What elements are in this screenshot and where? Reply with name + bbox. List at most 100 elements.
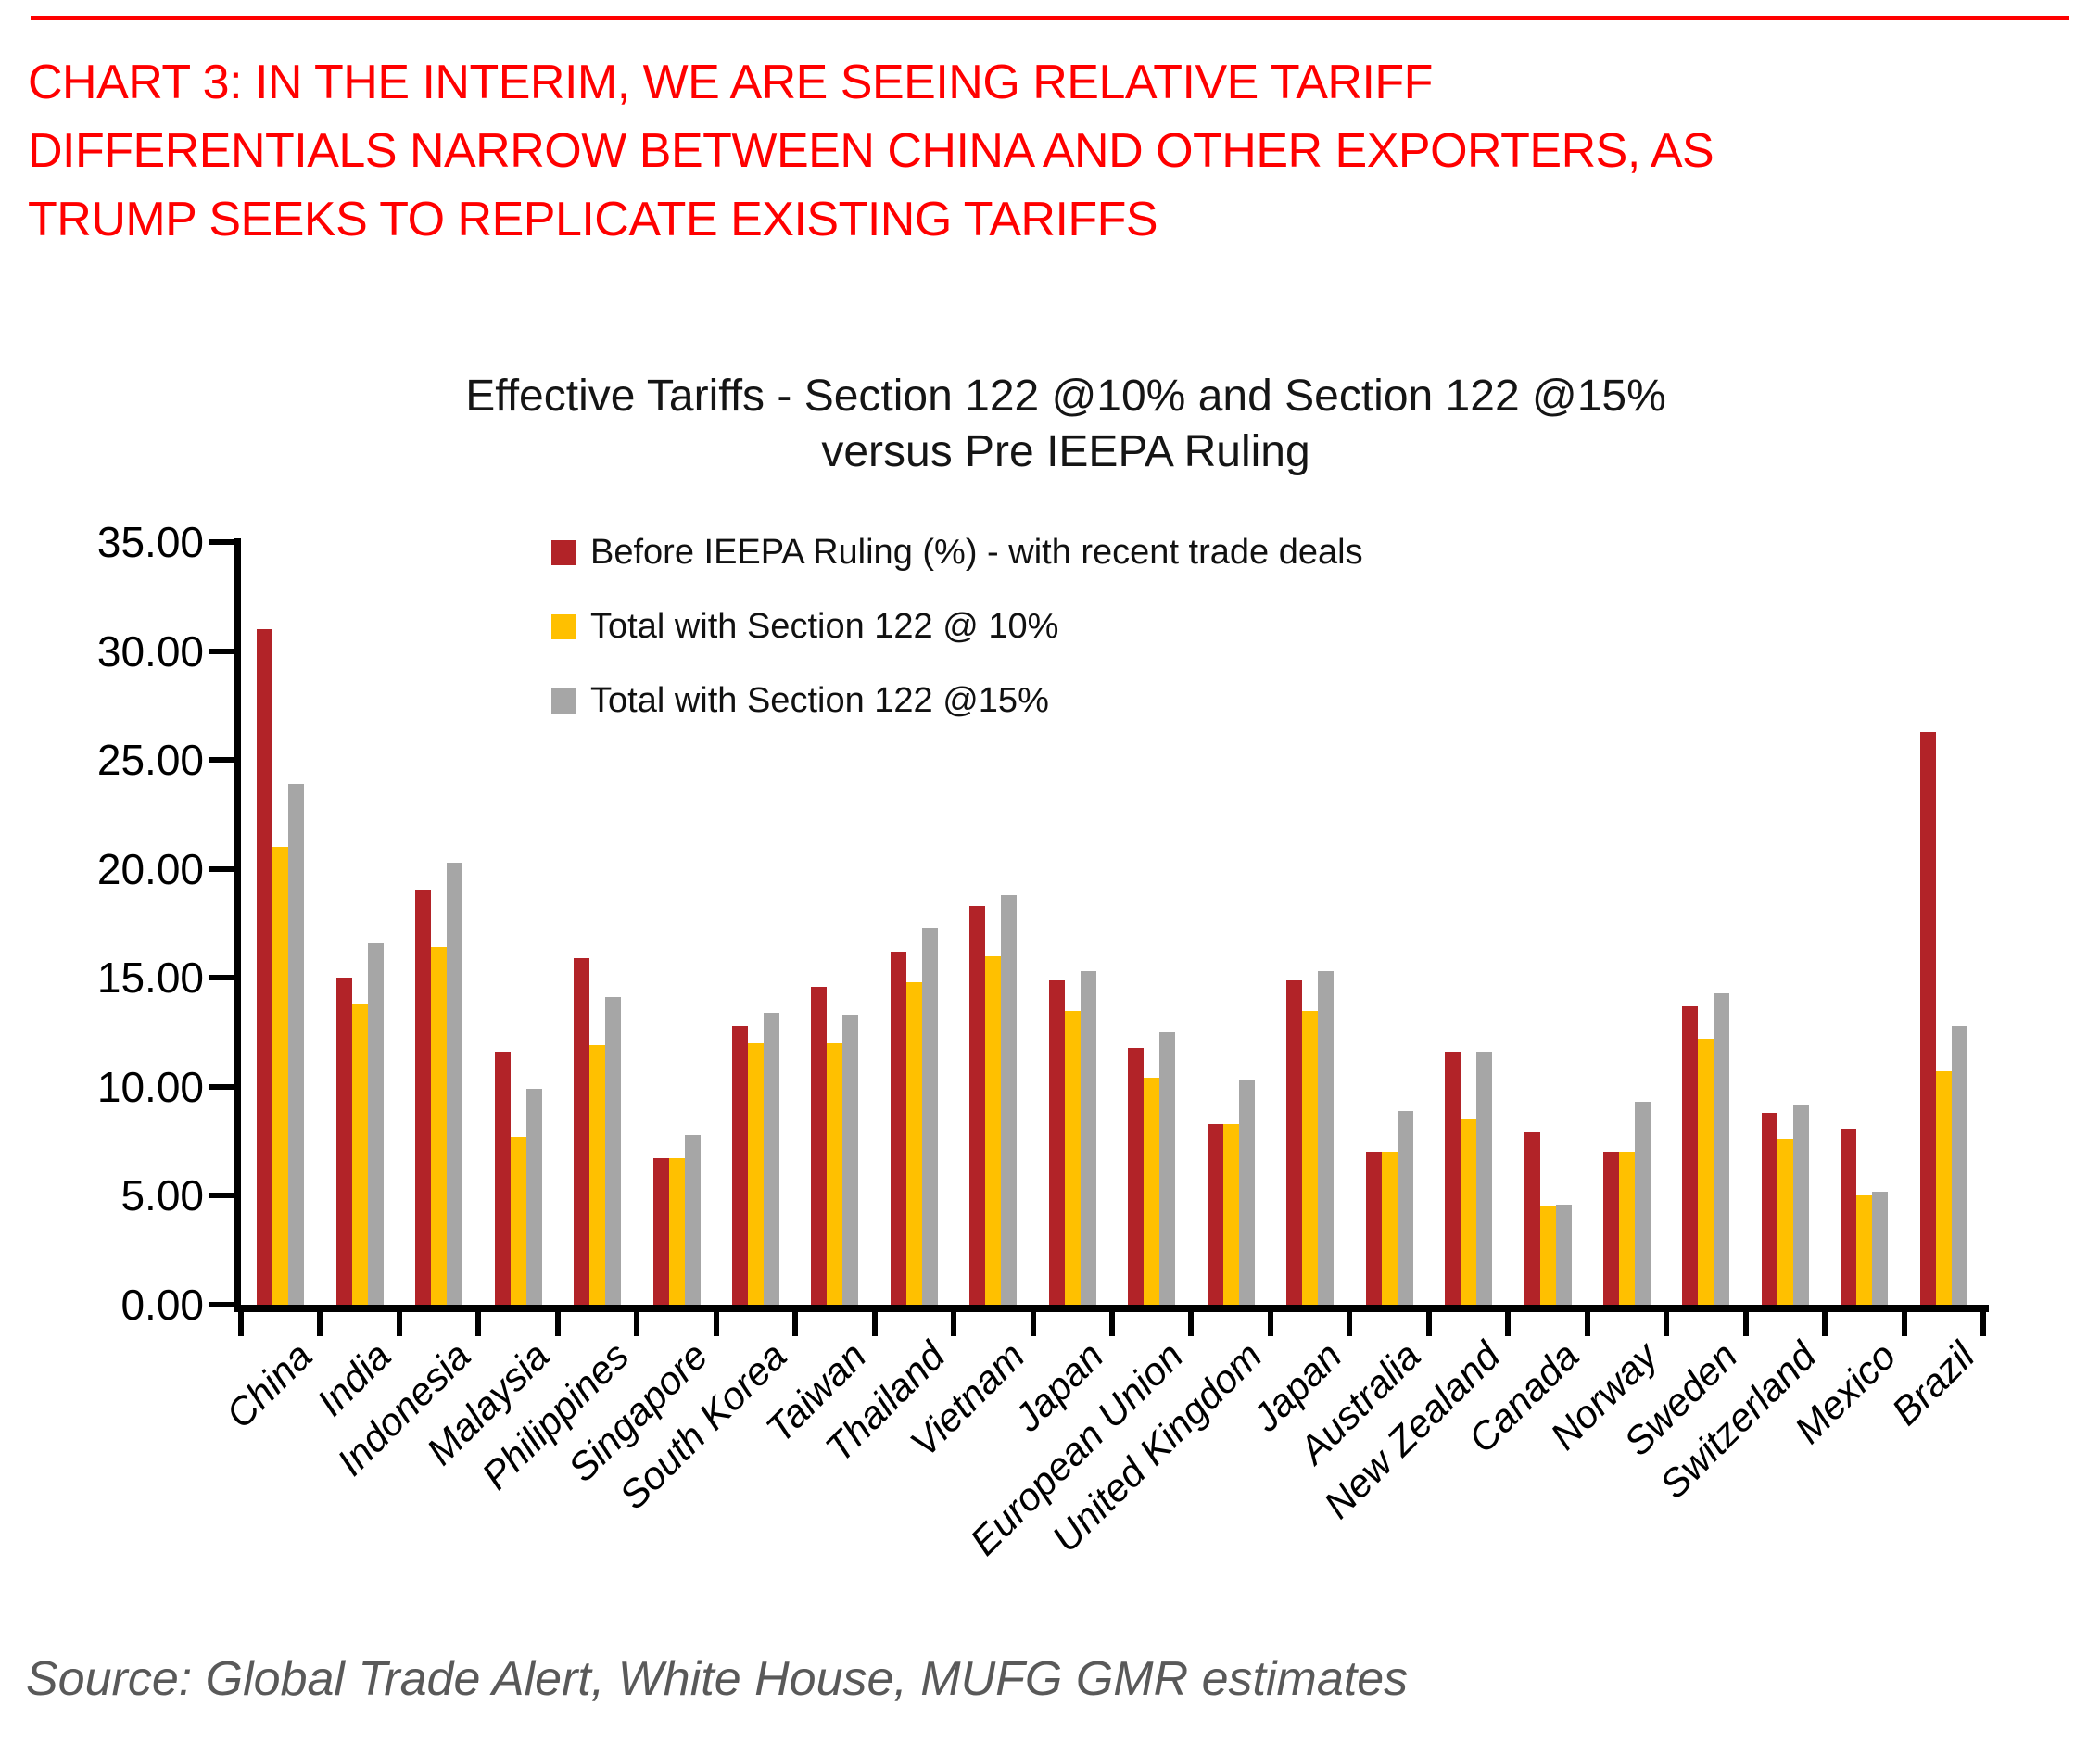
bar-brazil-series-1 — [1936, 1071, 1952, 1305]
bar-philippines-series-0 — [574, 958, 589, 1305]
x-axis-tick — [713, 1312, 719, 1336]
bar-japan-series-1 — [1302, 1011, 1318, 1305]
x-axis-tick — [317, 1312, 323, 1336]
bar-mexico-series-0 — [1841, 1129, 1856, 1305]
bar-european-union-series-0 — [1128, 1048, 1144, 1305]
bar-switzerland-series-0 — [1762, 1113, 1777, 1305]
x-axis — [234, 1305, 1989, 1312]
bar-taiwan-series-1 — [827, 1043, 842, 1305]
bar-china-series-0 — [257, 629, 272, 1305]
bar-mexico-series-2 — [1872, 1192, 1888, 1305]
bar-vietnam-series-0 — [969, 906, 985, 1305]
bar-australia-series-0 — [1366, 1152, 1382, 1305]
bar-new-zealand-series-2 — [1476, 1052, 1492, 1305]
x-axis-tick — [1188, 1312, 1195, 1336]
y-axis-tick-label: 10.00 — [96, 1062, 204, 1111]
legend-label: Before IEEPA Ruling (%) - with recent tr… — [590, 532, 1363, 572]
x-axis-tick — [792, 1312, 799, 1336]
bar-european-union-series-1 — [1144, 1078, 1159, 1305]
bar-malaysia-series-1 — [511, 1137, 526, 1305]
bar-japan-series-0 — [1049, 980, 1065, 1305]
x-axis-tick — [634, 1312, 640, 1336]
bar-sweden-series-2 — [1714, 993, 1729, 1305]
source-note: Source: Global Trade Alert, White House,… — [26, 1652, 1409, 1706]
bar-japan-series-0 — [1286, 980, 1302, 1305]
bar-new-zealand-series-0 — [1445, 1052, 1461, 1305]
bar-indonesia-series-2 — [447, 863, 462, 1305]
x-axis-tick — [1980, 1312, 1986, 1336]
bar-vietnam-series-2 — [1001, 895, 1017, 1305]
x-axis-tick — [1742, 1312, 1749, 1336]
bar-india-series-2 — [368, 943, 384, 1305]
x-axis-tick — [1267, 1312, 1273, 1336]
y-axis-tick — [209, 1083, 234, 1090]
bar-switzerland-series-1 — [1777, 1139, 1793, 1305]
x-axis-tick — [1584, 1312, 1590, 1336]
y-axis-tick — [209, 757, 234, 764]
x-axis-tick — [1109, 1312, 1115, 1336]
bar-taiwan-series-0 — [811, 987, 827, 1305]
page-title-line-2: DIFFERENTIALS NARROW BETWEEN CHINA AND O… — [28, 124, 1714, 178]
bar-indonesia-series-0 — [415, 890, 431, 1305]
y-axis — [234, 538, 241, 1312]
bar-mexico-series-1 — [1856, 1195, 1872, 1305]
x-axis-tick — [1664, 1312, 1670, 1336]
y-axis-tick-label: 20.00 — [96, 844, 204, 893]
bar-united-kingdom-series-2 — [1239, 1080, 1255, 1305]
legend-item-section122-10: Total with Section 122 @ 10% — [551, 600, 1664, 652]
bar-sweden-series-0 — [1682, 1006, 1698, 1305]
legend-swatch-yellow — [551, 613, 576, 639]
bar-brazil-series-0 — [1920, 732, 1936, 1305]
bar-south-korea-series-2 — [764, 1013, 779, 1305]
y-axis-tick-label: 35.00 — [96, 518, 204, 566]
legend-label: Total with Section 122 @15% — [590, 680, 1049, 720]
bar-sweden-series-1 — [1698, 1039, 1714, 1305]
bar-canada-series-2 — [1556, 1205, 1572, 1305]
x-axis-tick — [1822, 1312, 1828, 1336]
y-axis-tick-label: 5.00 — [120, 1171, 204, 1220]
y-axis-tick — [209, 1302, 234, 1307]
y-axis-tick-label: 30.00 — [96, 626, 204, 676]
bar-norway-series-1 — [1619, 1152, 1635, 1305]
bar-malaysia-series-2 — [526, 1089, 542, 1305]
bar-norway-series-0 — [1603, 1152, 1619, 1305]
bar-china-series-1 — [272, 847, 288, 1305]
legend-item-before-ieepa: Before IEEPA Ruling (%) - with recent tr… — [551, 526, 1664, 578]
y-axis-tick — [209, 1193, 234, 1199]
x-axis-tick — [871, 1312, 878, 1336]
bar-united-kingdom-series-1 — [1223, 1124, 1239, 1305]
x-axis-tick — [1425, 1312, 1432, 1336]
bar-india-series-0 — [336, 978, 352, 1305]
bar-japan-series-1 — [1065, 1011, 1081, 1305]
legend-item-section122-15: Total with Section 122 @15% — [551, 675, 1664, 726]
y-axis-tick-label: 15.00 — [96, 954, 204, 1003]
bar-japan-series-2 — [1318, 971, 1334, 1305]
bar-switzerland-series-2 — [1793, 1105, 1809, 1305]
x-axis-tick — [1505, 1312, 1512, 1336]
bar-philippines-series-1 — [589, 1045, 605, 1305]
chart-title: Effective Tariffs - Section 122 @10% and… — [195, 369, 1937, 480]
bar-south-korea-series-0 — [732, 1026, 748, 1305]
bar-european-union-series-2 — [1159, 1032, 1175, 1305]
y-axis-tick — [209, 539, 234, 545]
x-axis-tick — [1901, 1312, 1907, 1336]
bar-australia-series-1 — [1382, 1152, 1398, 1305]
chart-title-line-1: Effective Tariffs - Section 122 @10% and… — [465, 372, 1666, 421]
bar-united-kingdom-series-0 — [1208, 1124, 1223, 1305]
x-axis-tick — [238, 1312, 244, 1336]
bar-india-series-1 — [352, 1004, 368, 1305]
y-axis-tick — [209, 975, 234, 981]
x-axis-tick — [1030, 1312, 1036, 1336]
chart-legend: Before IEEPA Ruling (%) - with recent tr… — [551, 526, 1664, 749]
bar-japan-series-2 — [1081, 971, 1096, 1305]
bar-thailand-series-0 — [891, 952, 906, 1305]
bar-new-zealand-series-1 — [1461, 1119, 1476, 1305]
bar-thailand-series-1 — [906, 982, 922, 1305]
x-axis-tick — [951, 1312, 957, 1336]
page-title-line-3: TRUMP SEEKS TO REPLICATE EXISTING TARIFF… — [28, 193, 1158, 246]
bar-brazil-series-2 — [1952, 1026, 1967, 1305]
bar-vietnam-series-1 — [985, 956, 1001, 1305]
page-title-line-1: CHART 3: IN THE INTERIM, WE ARE SEEING R… — [28, 56, 1433, 109]
bar-south-korea-series-1 — [748, 1043, 764, 1305]
